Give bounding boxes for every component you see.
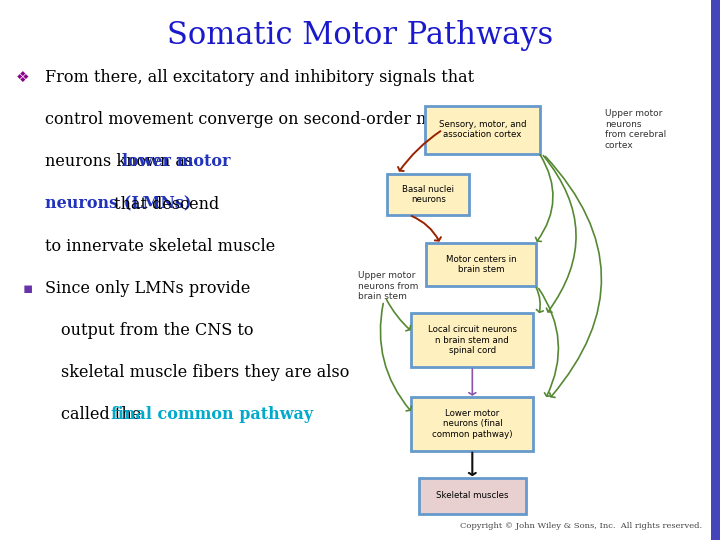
Text: final common pathway: final common pathway (111, 406, 312, 423)
Text: lower motor: lower motor (122, 153, 231, 171)
Text: ▪: ▪ (23, 281, 33, 296)
Text: skeletal muscle fibers they are also: skeletal muscle fibers they are also (61, 364, 350, 381)
Text: control movement converge on second-order motor: control movement converge on second-orde… (45, 111, 464, 129)
Text: Basal nuclei
neurons: Basal nuclei neurons (402, 185, 454, 204)
Text: Upper motor
neurons from
brain stem: Upper motor neurons from brain stem (358, 271, 418, 301)
Text: Upper motor
neurons
from cerebral
cortex: Upper motor neurons from cerebral cortex (605, 110, 666, 150)
Text: that descend: that descend (109, 195, 219, 213)
FancyBboxPatch shape (412, 313, 534, 367)
Text: Local circuit neurons
n brain stem and
spinal cord: Local circuit neurons n brain stem and s… (428, 325, 517, 355)
Text: Copyright © John Wiley & Sons, Inc.  All rights reserved.: Copyright © John Wiley & Sons, Inc. All … (460, 522, 702, 530)
FancyBboxPatch shape (412, 397, 534, 450)
Text: Skeletal muscles: Skeletal muscles (436, 491, 508, 500)
Text: neurons known as: neurons known as (45, 153, 198, 171)
FancyBboxPatch shape (426, 243, 536, 286)
Text: From there, all excitatory and inhibitory signals that: From there, all excitatory and inhibitor… (45, 69, 474, 86)
Text: Sensory, motor, and
association cortex: Sensory, motor, and association cortex (438, 120, 526, 139)
FancyBboxPatch shape (419, 478, 526, 514)
Text: Somatic Motor Pathways: Somatic Motor Pathways (167, 19, 553, 51)
FancyBboxPatch shape (711, 0, 720, 540)
Text: to innervate skeletal muscle: to innervate skeletal muscle (45, 238, 275, 255)
Text: neurons (LMNs): neurons (LMNs) (45, 195, 191, 213)
Text: called the: called the (61, 406, 141, 423)
FancyBboxPatch shape (425, 106, 540, 153)
Text: Lower motor
neurons (final
common pathway): Lower motor neurons (final common pathwa… (432, 409, 513, 439)
FancyBboxPatch shape (387, 174, 469, 215)
Text: ❖: ❖ (16, 70, 30, 85)
Text: Since only LMNs provide: Since only LMNs provide (45, 280, 250, 297)
Text: output from the CNS to: output from the CNS to (61, 322, 253, 339)
Text: Motor centers in
brain stem: Motor centers in brain stem (446, 255, 516, 274)
